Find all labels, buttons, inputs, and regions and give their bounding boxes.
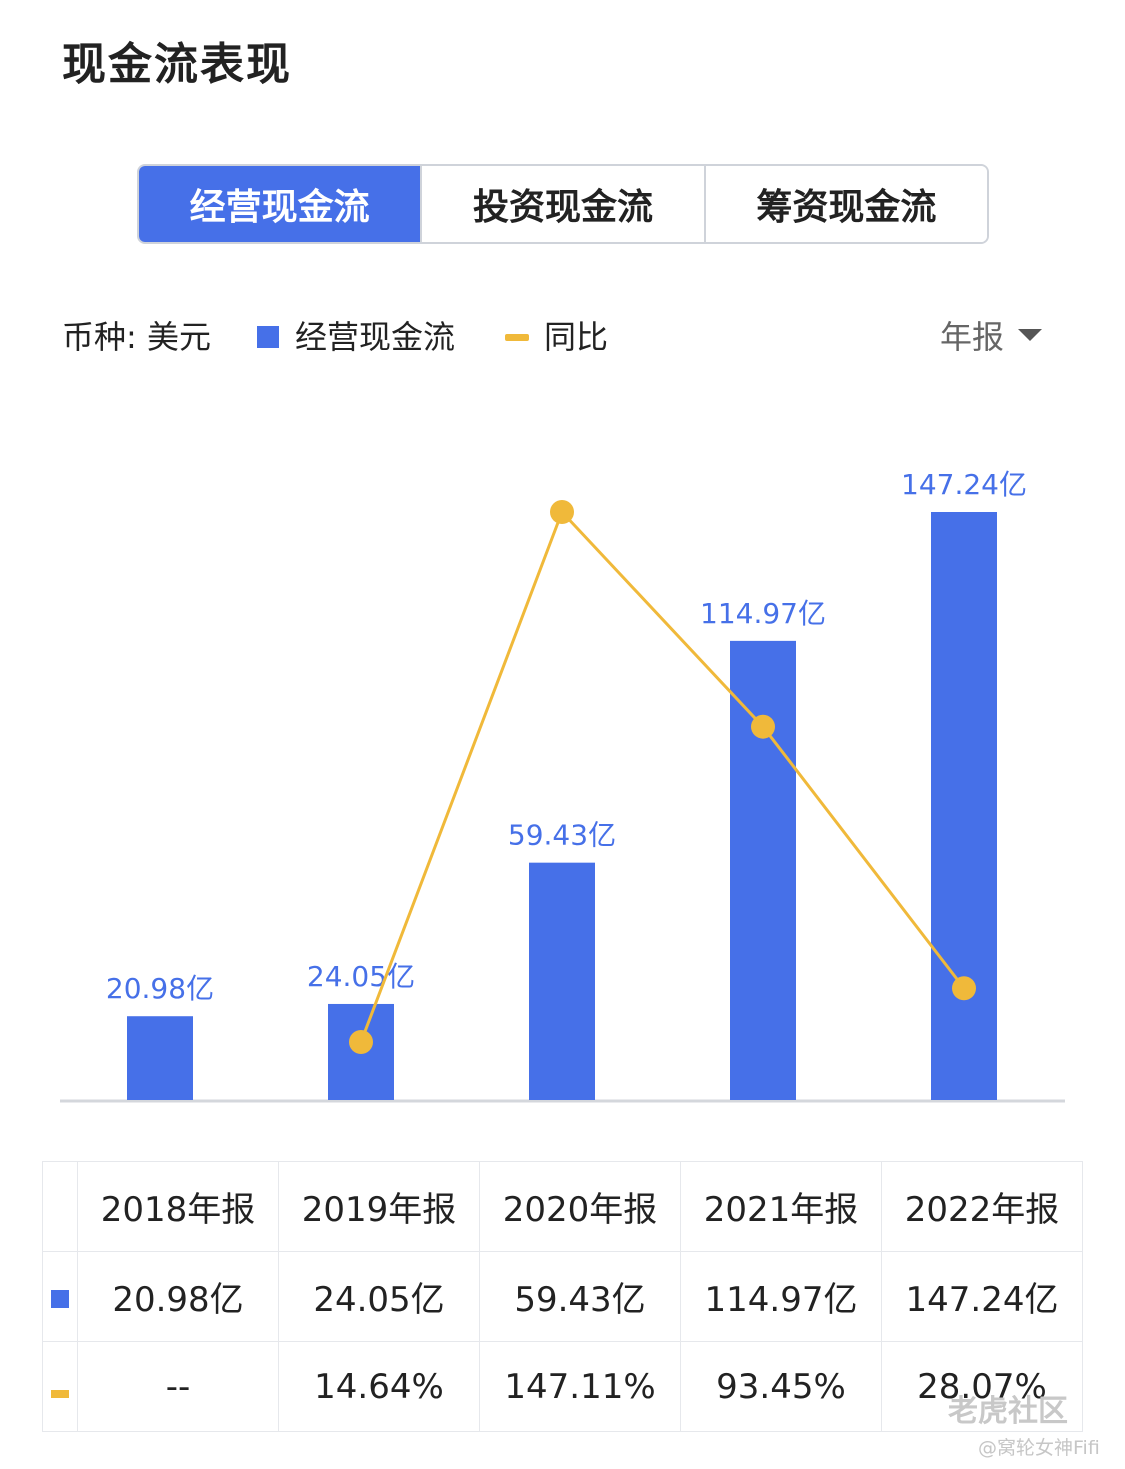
yoy-point (952, 976, 976, 1001)
table-header-cell: 2020年报 (479, 1161, 681, 1252)
currency-label: 币种: 美元 (62, 318, 211, 356)
period-label: 年报 (940, 318, 1005, 356)
table-header-cell: 2022年报 (881, 1161, 1083, 1252)
bar (931, 512, 997, 1100)
table-cell: 147.24亿 (881, 1251, 1083, 1342)
table-row-yoy: -- 14.64% 147.11% 93.45% 28.07% (42, 1341, 1083, 1432)
yoy-point (349, 1030, 373, 1054)
page-title: 现金流表现 (62, 39, 292, 90)
watermark-author: @窝轮女神Fifi (978, 1437, 1100, 1459)
legend-row: 币种: 美元 经营现金流 同比 年报 (62, 312, 1052, 362)
table-corner-cell (42, 1161, 78, 1252)
table-row-marker (42, 1251, 78, 1342)
bar-data-label: 59.43亿 (508, 819, 616, 852)
table-row-marker (42, 1341, 78, 1432)
bar-data-label: 24.05亿 (307, 960, 415, 993)
table-cell: -- (77, 1341, 279, 1432)
bar-legend-swatch (257, 326, 279, 348)
table-cell: 24.05亿 (278, 1251, 480, 1342)
bar-data-label: 147.24亿 (901, 468, 1027, 501)
tab-investing-cashflow[interactable]: 投资现金流 (422, 166, 706, 242)
bar-legend-label: 经营现金流 (295, 318, 456, 356)
line-marker-icon (51, 1389, 69, 1398)
table-header-row: 2018年报 2019年报 2020年报 2021年报 2022年报 (42, 1161, 1083, 1252)
period-dropdown[interactable]: 年报 (940, 312, 1043, 358)
table-cell: 114.97亿 (680, 1251, 882, 1342)
table-header-cell: 2019年报 (278, 1161, 480, 1252)
yoy-point (550, 500, 574, 524)
table-cell: 93.45% (680, 1341, 882, 1432)
bar-data-label: 114.97亿 (700, 597, 826, 630)
data-table: 2018年报 2019年报 2020年报 2021年报 2022年报 20.98… (42, 1161, 1083, 1432)
watermark-logo: 老虎社区 (948, 1394, 1068, 1429)
table-cell: 20.98亿 (77, 1251, 279, 1342)
table-row-cashflow: 20.98亿 24.05亿 59.43亿 114.97亿 147.24亿 (42, 1251, 1083, 1342)
bar (529, 862, 595, 1100)
table-cell: 147.11% (479, 1341, 681, 1432)
bar-data-label: 20.98亿 (106, 972, 214, 1005)
yoy-point (751, 714, 775, 739)
bar-marker-icon (51, 1289, 69, 1308)
yoy-line (359, 509, 966, 1043)
table-header-cell: 2018年报 (77, 1161, 279, 1252)
tab-operating-cashflow[interactable]: 经营现金流 (139, 166, 423, 242)
bar (730, 640, 796, 1100)
cashflow-chart: 20.98亿 24.05亿 59.43亿 114.97亿 147.24亿 (60, 468, 1065, 1103)
caret-down-icon (1018, 329, 1043, 341)
table-cell: 14.64% (278, 1341, 480, 1432)
table-cell: 28.07% (881, 1341, 1083, 1432)
table-cell: 59.43亿 (479, 1251, 681, 1342)
cashflow-tabs: 经营现金流 投资现金流 筹资现金流 (137, 164, 989, 244)
bar (127, 1016, 193, 1100)
tab-financing-cashflow[interactable]: 筹资现金流 (705, 166, 987, 242)
line-legend-label: 同比 (544, 318, 609, 356)
table-header-cell: 2021年报 (680, 1161, 882, 1252)
line-legend-swatch (505, 334, 529, 341)
